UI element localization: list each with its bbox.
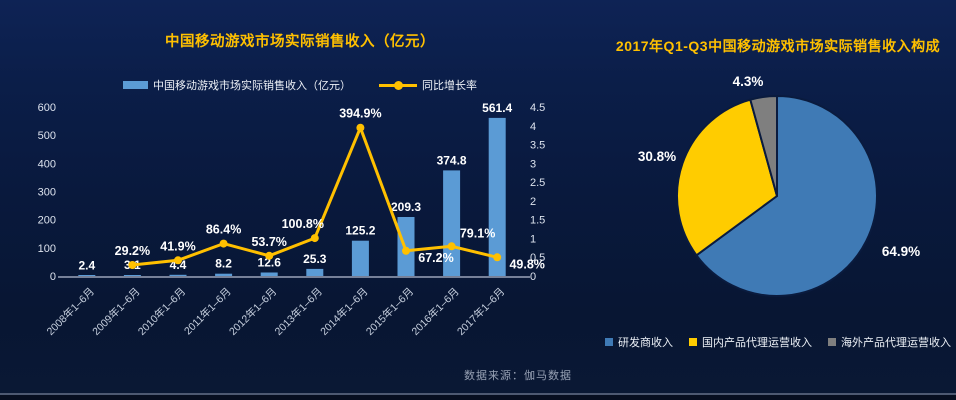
bar-value-label: 125.2	[345, 224, 375, 238]
y-axis-tick-right: 4	[530, 121, 536, 133]
x-axis-label: 2010年1–6月	[135, 285, 188, 338]
data-source-note: 数据来源：伽马数据	[464, 370, 572, 382]
y-axis-tick-left: 300	[38, 187, 56, 199]
y-axis-tick-right: 3.5	[530, 140, 545, 152]
x-axis-label: 2009年1–6月	[90, 285, 143, 338]
legend-item-revenue: 中国移动游戏市场实际销售收入（亿元）	[123, 77, 351, 93]
legend-label-growth: 同比增长率	[422, 80, 477, 92]
y-axis-tick-right: 1.5	[530, 215, 545, 227]
line-percent-label: 86.4%	[206, 223, 241, 237]
pie-legend-label-1: 国内产品代理运营收入	[702, 337, 812, 349]
bar-6	[351, 240, 369, 276]
line-legend-swatch	[379, 80, 417, 90]
bar-0	[78, 275, 96, 276]
y-axis-tick-left: 400	[38, 158, 56, 170]
combo-chart-legend: 中国移动游戏市场实际销售收入（亿元） 同比增长率	[30, 77, 570, 93]
pie-slice-1	[676, 98, 778, 257]
y-axis-tick-left: 200	[38, 215, 56, 227]
y-axis-tick-right: 1	[530, 233, 536, 245]
pie-slice-label-0: 64.9%	[882, 244, 920, 259]
pie-legend-label-0: 研发商收入	[618, 337, 673, 349]
pie-legend-label-2: 海外产品代理运营收入	[841, 337, 951, 349]
pie-legend-swatch-2	[828, 338, 836, 346]
legend-item-developer: 研发商收入	[605, 334, 673, 350]
line-point-2	[174, 256, 182, 265]
line-point-5	[310, 234, 319, 243]
line-point-9	[493, 253, 502, 262]
line-percent-label: 49.8%	[509, 257, 544, 271]
y-axis-tick-right: 4.5	[530, 102, 545, 114]
bar-legend-swatch	[123, 81, 148, 89]
pie-slice-label-2: 4.3%	[733, 74, 764, 89]
y-axis-tick-left: 100	[38, 243, 56, 255]
line-point-8	[447, 242, 456, 251]
y-axis-tick-right: 0	[530, 271, 536, 283]
legend-label-revenue: 中国移动游戏市场实际销售收入（亿元）	[153, 80, 351, 92]
legend-item-growth: 同比增长率	[379, 77, 477, 93]
x-axis-label: 2013年1–6月	[272, 285, 325, 338]
pie-slice-label-1: 30.8%	[638, 149, 676, 164]
bottom-edge-strip	[0, 395, 956, 400]
combo-chart-canvas: 0 100 200 300 400 500 600 0 0.5 1 1.5 2 2.5 3 3.5 4 4.5 2…	[38, 101, 546, 338]
pie-chart-title: 2017年Q1-Q3中国移动游戏市场实际销售收入构成	[615, 38, 941, 54]
x-axis-label: 2017年1–6月	[454, 285, 507, 338]
y-axis-tick-right: 0.5	[530, 252, 545, 264]
bar-3	[215, 273, 233, 276]
pie-slice-2	[749, 95, 778, 197]
pie-chart-canvas: 64.9% 30.8% 4.3%	[638, 74, 920, 297]
y-axis-tick-left: 500	[38, 130, 56, 142]
line-percent-label: 41.9%	[160, 239, 195, 253]
x-axis-label: 2008年1–6月	[44, 285, 97, 338]
line-point-1	[128, 261, 137, 269]
bar-4	[260, 272, 278, 276]
bar-value-label: 561.4	[482, 101, 512, 115]
line-point-4	[265, 251, 274, 260]
x-axis-label: 2015年1–6月	[363, 285, 416, 338]
bar-9	[488, 117, 506, 277]
y-axis-tick-right: 3	[530, 158, 536, 170]
line-percent-label: 67.2%	[418, 251, 453, 265]
y-axis-tick-right: 2.5	[530, 177, 545, 189]
line-legend-dot	[394, 80, 403, 90]
pie-slice-0	[695, 95, 878, 297]
line-percent-label: 394.9%	[339, 107, 381, 121]
line-percent-label: 79.1%	[460, 226, 495, 240]
line-point-6	[356, 123, 365, 132]
x-axis-label: 2014年1–6月	[318, 285, 371, 338]
y-axis-tick-left: 600	[38, 102, 56, 114]
pie-legend-swatch-1	[689, 338, 697, 346]
bar-value-label: 2.4	[78, 258, 95, 272]
line-percent-label: 53.7%	[251, 235, 286, 249]
bar-5	[306, 268, 324, 276]
legend-item-domestic-agency: 国内产品代理运营收入	[689, 334, 812, 350]
bar-value-label: 8.2	[215, 257, 232, 271]
y-axis-tick-left: 0	[50, 271, 56, 283]
line-percent-label: 29.2%	[115, 244, 150, 258]
bar-value-label: 209.3	[391, 200, 421, 214]
line-point-7	[402, 246, 410, 255]
bar-8	[443, 170, 461, 276]
line-percent-label: 100.8%	[282, 217, 324, 231]
x-axis-label: 2012年1–6月	[226, 285, 279, 338]
pie-chart-legend: 研发商收入 国内产品代理运营收入 海外产品代理运营收入	[600, 334, 956, 350]
x-axis-label: 2016年1–6月	[409, 285, 462, 338]
line-point-3	[219, 239, 228, 248]
bar-2	[169, 274, 187, 276]
bar-1	[123, 275, 141, 276]
combo-chart-title: 中国移动游戏市场实际销售收入（亿元）	[165, 34, 435, 50]
bar-value-label: 12.6	[258, 256, 282, 270]
pie-legend-swatch-0	[605, 338, 613, 346]
bar-value-label: 374.8	[437, 153, 467, 167]
bar-value-label: 25.3	[303, 252, 327, 266]
y-axis-tick-right: 2	[530, 196, 536, 208]
bottom-divider	[0, 393, 956, 395]
legend-item-overseas-agency: 海外产品代理运营收入	[828, 334, 951, 350]
